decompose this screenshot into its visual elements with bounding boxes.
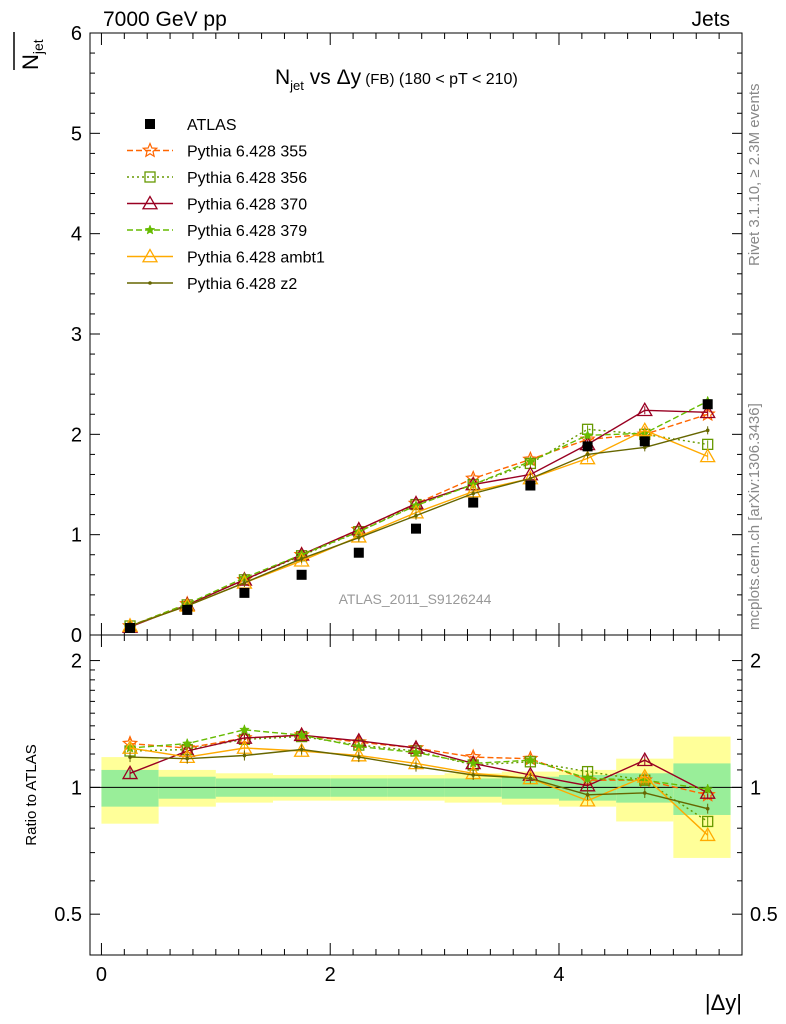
y-tick-label: 0 [71,625,82,647]
x-tick-label: 0 [96,964,107,986]
atlas-data-point [411,523,421,534]
y-tick-label: 1 [71,525,82,547]
series-3-point [582,429,593,440]
ratio-tick-label-right: 2 [750,651,761,673]
main-panel: 0 1 2 3 4 5 6 Njet Njet vs Δy (FB) (180 < pT < 2… [13,23,743,647]
ratio-axis-label: Ratio to ATLAS [23,744,40,845]
series-5-point [414,513,418,518]
legend-marker [144,171,156,183]
series-5-ratio-point [242,753,247,758]
atlas-data-point [525,480,536,491]
series-2-ratio-point [636,751,653,767]
legend-label: Pythia 6.428 ambt1 [187,250,325,267]
atlas-data-point [125,622,136,633]
series-3-ratio-point [702,783,714,794]
series-4-point [579,450,596,465]
y-tick-label: 5 [71,123,82,145]
legend-label: Pythia 6.428 356 [187,170,307,187]
ratio-tick-label-right: 0.5 [750,904,778,926]
series-5-point [357,535,361,540]
series-4-ratio-point [699,826,716,842]
series-5-point [242,581,247,585]
series-4-point [636,422,653,437]
series-5-ratio-point [357,755,361,759]
legend-marker [141,195,159,210]
series-5-point [642,445,647,450]
atlas-data-point [239,587,250,598]
x-axis-label: |Δy| [705,990,742,1015]
series-2-point [699,403,716,419]
series-4-point [699,448,716,463]
ratio-tick-label: 0.5 [54,904,82,926]
series-5-ratio-point [528,776,533,781]
series-2-ratio-point [121,764,139,780]
atlas-data-point [182,604,193,615]
ratio-tick-label: 2 [71,651,82,673]
x-tick-label: 4 [553,964,564,986]
legend-label: Pythia 6.428 z2 [187,276,297,293]
legend-label: Pythia 6.428 370 [187,197,307,214]
legend-label: Pythia 6.428 379 [187,223,307,240]
series-5-point [585,452,590,457]
series-5-ratio-point [705,806,710,811]
series-5-point [299,556,304,561]
atlas-data-point [639,436,650,447]
series-5-ratio-point [299,747,304,752]
series-2-point [636,401,653,417]
series-2-ratio-point [699,784,716,799]
series-5-ratio-point [128,755,132,759]
series-4-ratio-point [636,768,653,783]
series-5-ratio-point [414,764,418,769]
y-tick-label: 3 [71,324,82,346]
series-1-ratio-point [702,815,714,828]
atlas-data-point [296,569,307,580]
series-5-ratio-point [185,756,190,761]
y-tick-label: 2 [71,424,82,446]
series-3-ratio-point [181,737,193,749]
legend-marker [148,281,152,285]
atlas-data-point [468,497,479,508]
y-tick-label: 4 [71,224,82,246]
series-5-point [471,491,475,496]
chart-title: Njet vs Δy (FB) (180 < pT < 210) [275,66,518,93]
series-4-ratio-point [579,792,596,807]
atlas-data-point [582,441,593,452]
series-3-point [524,455,536,467]
legend: ATLAS Pythia 6.428 355 Pythia 6.428 356 Pyt… [127,117,325,293]
series-5-ratio-point [642,791,647,795]
atlas-data-point [353,547,364,558]
ratio-panel: 0 2 4 0.5 0.5 1 1 2 2 Ratio to ATLAS |Δy| [23,634,778,1015]
series-5-ratio-point [585,793,590,797]
series-3-ratio-point [239,724,250,735]
series-3-ratio-point [296,729,308,740]
header-left-label: 7000 GeV pp [103,8,227,31]
ratio-tick-label-right: 1 [750,777,761,799]
header-right-label: Jets [691,8,730,31]
series-3-ratio-point [524,754,536,765]
legend-marker [145,119,155,129]
series-5-point [705,428,710,433]
series-5-ratio-point [471,773,475,777]
series-5-point [528,476,533,481]
series-3-ratio-point [582,772,593,784]
ratio-tick-label: 1 [71,777,82,799]
legend-marker [141,141,159,158]
x-tick-label: 2 [325,964,336,986]
legend-label: Pythia 6.428 355 [187,144,307,161]
legend-marker [144,224,156,235]
legend-label: ATLAS [187,117,237,134]
analysis-watermark: ATLAS_2011_S9126244 [339,591,492,607]
legend-marker [141,248,159,263]
atlas-data-point [702,399,713,410]
ratio-frame [89,634,743,956]
y-axis-label: Njet [18,39,46,70]
y-tick-label: 6 [71,23,82,45]
series-3-ratio-point [410,746,422,758]
